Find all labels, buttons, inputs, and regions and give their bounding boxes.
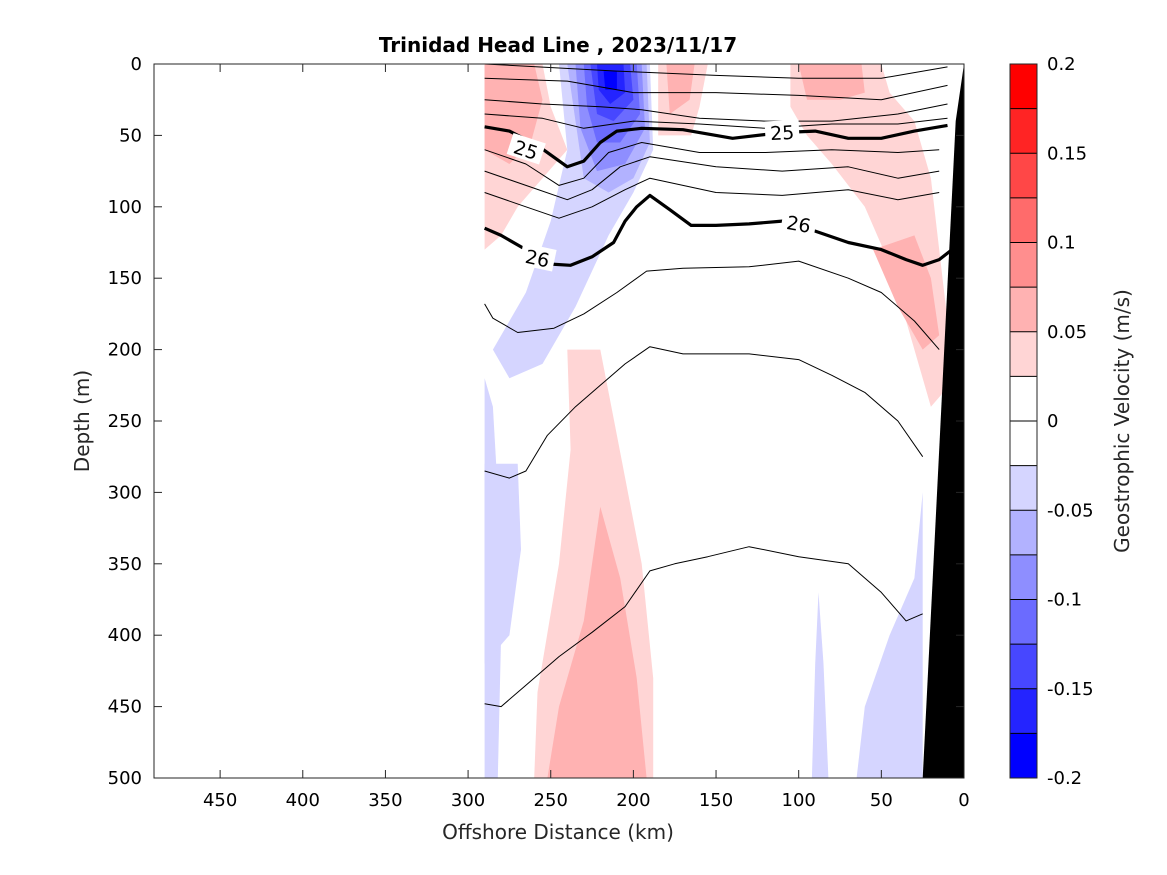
isopycnal-line-5 <box>484 142 940 186</box>
velocity-region-east-positive-mid <box>798 64 865 100</box>
colorbar-swatch <box>1010 197 1037 243</box>
y-tick-label: 50 <box>119 125 142 146</box>
colorbar-frame <box>1009 63 1038 779</box>
y-axis-title: Depth (m) <box>70 370 94 472</box>
y-tick-label: 100 <box>108 197 142 218</box>
chart-title: Trinidad Head Line , 2023/11/17 <box>379 33 737 57</box>
y-tick-label: 250 <box>108 411 142 432</box>
isopycnal-line-7 <box>484 177 940 219</box>
colorbar-swatch <box>1010 287 1037 332</box>
colorbar-swatch <box>1010 733 1037 778</box>
isopycnal-layer <box>483 64 957 708</box>
isopycnal-line-3 <box>484 113 948 129</box>
isopycnal-label-bg <box>518 242 557 272</box>
isopycnal-label-26: 26 <box>523 246 551 273</box>
colorbar-swatch <box>1010 64 1037 109</box>
isopycnal-line-9 <box>484 260 940 350</box>
y-axis: 0 50 100 150 200 250 300 350 400 450 500 <box>108 54 964 789</box>
y-tick-label: 400 <box>108 625 142 646</box>
colorbar-swatch <box>1010 599 1037 645</box>
velocity-region-deep-negative-nearshore <box>856 492 923 778</box>
y-tick-label: 200 <box>108 340 142 361</box>
x-tick-label: 200 <box>616 790 650 811</box>
velocity-region-deep-negative-west-2 <box>484 463 521 664</box>
isopycnal-line-2 <box>484 99 948 122</box>
isopycnal-line-10 <box>484 346 924 479</box>
x-tick-label: 0 <box>958 790 969 811</box>
colorbar-title: Geostrophic Velocity (m/s) <box>1110 289 1134 553</box>
colorbar-tick-label: 0.1 <box>1047 233 1076 254</box>
bathymetry-shelf <box>922 64 964 778</box>
colorbar-swatch <box>1010 688 1037 734</box>
colorbar-tick-label: 0 <box>1047 411 1058 432</box>
x-tick-label: 150 <box>699 790 733 811</box>
colorbar-swatch <box>1010 421 1037 466</box>
x-axis-title: Offshore Distance (km) <box>442 820 674 844</box>
isopycnal-bold-25 <box>484 123 948 169</box>
colorbar: 0.2 0.15 0.1 0.05 0 -0.05 -0.1 -0.15 -0.2 <box>1009 54 1094 789</box>
colorbar-swatch <box>1010 108 1037 154</box>
isopycnal-line-6 <box>484 156 940 201</box>
x-axis: 450 400 350 300 250 200 150 100 50 0 <box>203 64 970 811</box>
velocity-region-near-180-positive-core <box>666 64 695 114</box>
x-tick-label: 250 <box>534 790 568 811</box>
colorbar-tick-label: -0.15 <box>1047 679 1094 700</box>
colorbar-swatch <box>1010 644 1037 689</box>
isopycnal-bold-26 <box>483 193 957 267</box>
isopycnal-line-11 <box>484 546 923 708</box>
velocity-region-jet-negative-peak <box>603 71 617 90</box>
velocity-region-deep-negative-narrow <box>811 592 829 778</box>
bathymetry-layer <box>922 64 964 778</box>
colorbar-tick-label: -0.2 <box>1047 768 1082 789</box>
colorbar-swatch <box>1010 510 1037 555</box>
x-tick-label: 450 <box>203 790 237 811</box>
isopycnal-label-25: 25 <box>770 122 795 145</box>
isopycnal-label-bg <box>780 209 818 237</box>
x-tick-label: 400 <box>286 790 320 811</box>
y-tick-label: 350 <box>108 554 142 575</box>
y-tick-label: 500 <box>108 768 142 789</box>
x-tick-label: 50 <box>870 790 893 811</box>
colorbar-tick-label: 0.2 <box>1047 54 1076 75</box>
y-tick-label: 300 <box>108 482 142 503</box>
colorbar-swatch <box>1010 376 1037 421</box>
x-tick-label: 100 <box>782 790 816 811</box>
colorbar-tick-label: -0.05 <box>1047 500 1094 521</box>
colorbar-tick-label: -0.1 <box>1047 590 1082 611</box>
colorbar-swatch <box>1010 153 1037 198</box>
x-tick-label: 300 <box>451 790 485 811</box>
colorbar-swatch <box>1010 554 1037 600</box>
y-tick-label: 0 <box>131 54 142 75</box>
x-tick-label: 350 <box>368 790 402 811</box>
isopycnal-line-1 <box>484 77 948 101</box>
y-tick-label: 450 <box>108 697 142 718</box>
colorbar-swatch <box>1010 331 1037 377</box>
isopycnal-label-26: 26 <box>785 212 813 238</box>
isopycnal-line-0 <box>484 64 948 79</box>
isopycnal-label-bg <box>764 119 800 144</box>
colorbar-swatch <box>1010 465 1037 511</box>
y-tick-label: 150 <box>108 268 142 289</box>
isopycnal-label-bg <box>506 133 546 165</box>
colorbar-tick-label: 0.15 <box>1047 143 1087 164</box>
velocity-region-deep-positive-core <box>547 506 647 778</box>
colorbar-swatch <box>1010 242 1037 288</box>
colorbar-tick-label: 0.05 <box>1047 322 1087 343</box>
